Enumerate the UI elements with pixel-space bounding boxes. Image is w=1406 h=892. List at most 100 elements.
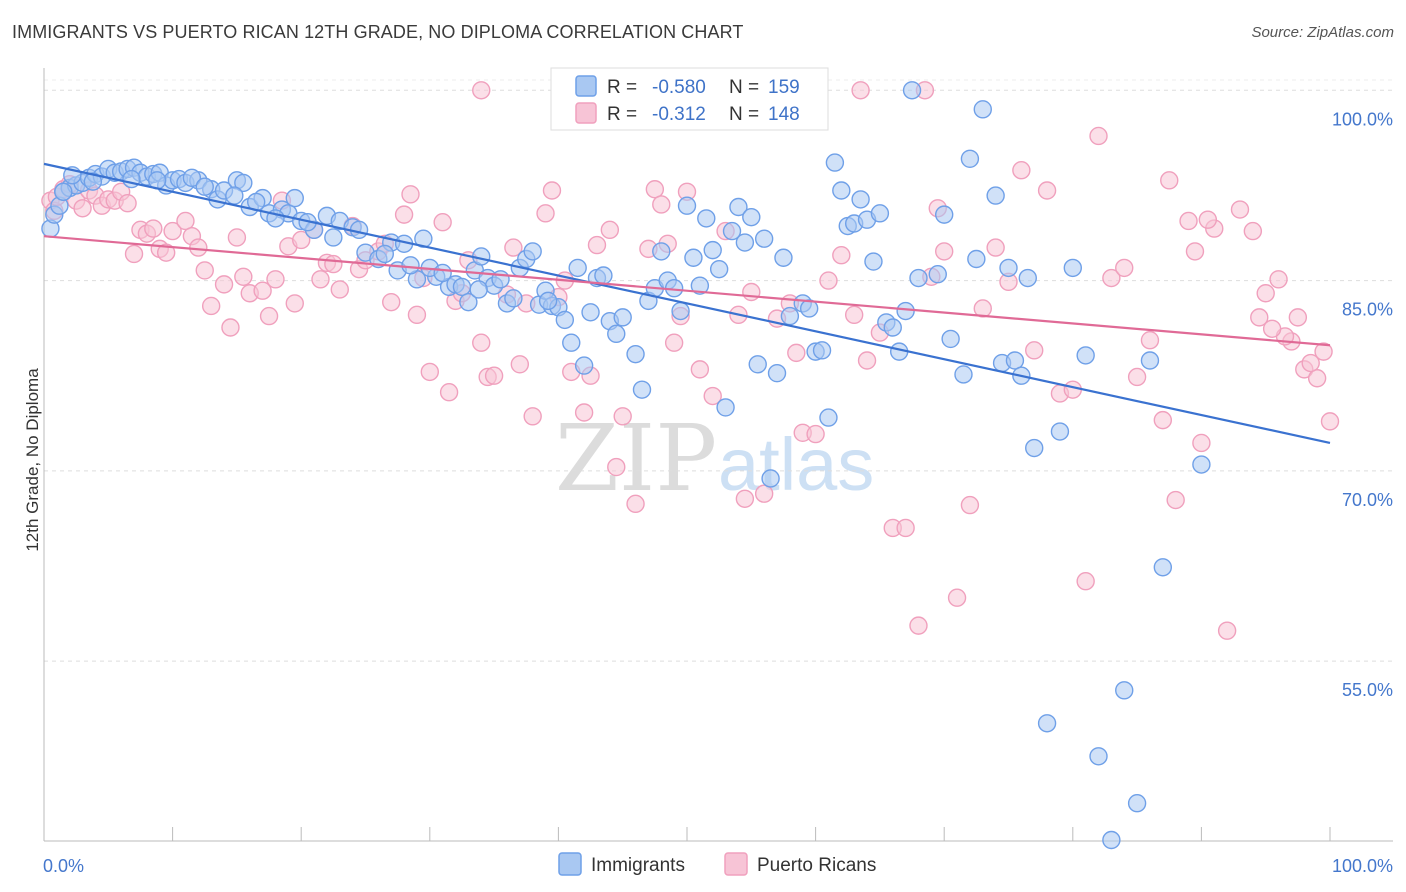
puerto-ricans-point-99 xyxy=(832,246,851,265)
puerto-ricans-point-27 xyxy=(221,318,240,337)
immigrants-point-67 xyxy=(562,333,581,352)
puerto-ricans-point-122 xyxy=(1115,258,1134,278)
puerto-ricans-point-80 xyxy=(645,180,665,199)
immigrants-points xyxy=(41,81,1211,850)
puerto-ricans-trend-line xyxy=(43,235,1331,347)
immigrants-point-162 xyxy=(538,291,558,311)
puerto-ricans-point-101 xyxy=(857,351,877,370)
immigrants-point-125 xyxy=(973,100,992,119)
immigrants-point-99 xyxy=(780,306,800,326)
puerto-ricans-point-37 xyxy=(292,230,311,250)
immigrants-point-114 xyxy=(883,318,902,337)
immigrants-point-106 xyxy=(832,181,851,200)
immigrants-point-104 xyxy=(819,408,838,427)
puerto-ricans-point-109 xyxy=(947,588,967,607)
puerto-ricans-point-64 xyxy=(510,355,530,374)
puerto-ricans-point-66 xyxy=(523,407,542,426)
puerto-ricans-point-68 xyxy=(542,181,562,200)
puerto-ricans-point-20 xyxy=(163,221,182,241)
puerto-ricans-point-144 xyxy=(1288,308,1308,327)
puerto-ricans-point-149 xyxy=(851,81,870,100)
immigrants-point-117 xyxy=(902,81,922,100)
puerto-ricans-point-91 xyxy=(742,282,761,302)
puerto-ricans-point-54 xyxy=(433,213,452,232)
puerto-ricans-point-25 xyxy=(201,296,221,316)
puerto-ricans-point-32 xyxy=(259,306,279,326)
puerto-ricans-point-86 xyxy=(690,360,710,379)
puerto-ricans-point-135 xyxy=(1269,270,1288,289)
legend-r-label-immigrants: R = xyxy=(607,77,637,98)
immigrants-point-132 xyxy=(1025,438,1044,458)
immigrants-point-66 xyxy=(555,310,575,330)
immigrants-point-103 xyxy=(812,341,832,360)
puerto-ricans-point-19 xyxy=(156,243,176,262)
puerto-ricans-point-39 xyxy=(311,270,330,289)
immigrants-point-76 xyxy=(632,380,652,399)
immigrants-point-79 xyxy=(652,242,671,261)
puerto-ricans-point-14 xyxy=(124,244,144,264)
puerto-ricans-point-141 xyxy=(1198,210,1218,229)
puerto-ricans-point-146 xyxy=(1262,319,1282,338)
immigrants-point-129 xyxy=(1005,351,1025,370)
immigrants-point-51 xyxy=(452,277,472,297)
puerto-ricans-point-72 xyxy=(574,403,594,422)
immigrants-point-93 xyxy=(742,207,761,227)
puerto-ricans-point-78 xyxy=(626,494,645,514)
puerto-ricans-point-33 xyxy=(266,270,285,289)
immigrants-point-90 xyxy=(722,221,742,241)
puerto-ricans-point-63 xyxy=(504,238,523,257)
x-tick-label-min: 0.0% xyxy=(43,856,84,876)
immigrants-point-140 xyxy=(1127,794,1147,813)
immigrants-point-61 xyxy=(523,242,542,261)
legend-n-label-immigrants: N = xyxy=(729,77,759,98)
bottom-legend-label-puerto-ricans: Puerto Ricans xyxy=(757,855,876,876)
immigrants-point-160 xyxy=(469,280,488,299)
immigrants-point-131 xyxy=(1018,268,1037,288)
puerto-ricans-point-110 xyxy=(960,495,980,515)
puerto-ricans-point-108 xyxy=(935,242,954,261)
puerto-ricans-point-111 xyxy=(973,299,992,318)
y-tick-label-1: 70.0% xyxy=(1342,490,1393,510)
immigrants-point-139 xyxy=(1115,681,1134,700)
immigrants-point-156 xyxy=(375,244,394,264)
puerto-ricans-point-53 xyxy=(420,362,439,382)
puerto-ricans-point-115 xyxy=(1025,341,1044,360)
immigrants-point-82 xyxy=(671,301,690,321)
puerto-ricans-point-61 xyxy=(484,366,504,385)
puerto-ricans-point-128 xyxy=(1185,242,1205,261)
puerto-ricans-point-21 xyxy=(176,211,195,231)
y-tick-label-0: 55.0% xyxy=(1342,680,1393,700)
immigrants-point-34 xyxy=(285,188,304,208)
puerto-ricans-point-17 xyxy=(144,219,163,238)
immigrants-point-97 xyxy=(767,363,787,383)
puerto-ricans-point-118 xyxy=(1063,380,1083,399)
immigrants-point-112 xyxy=(870,204,890,223)
immigrants-point-163 xyxy=(581,303,600,322)
puerto-ricans-point-119 xyxy=(1076,572,1095,591)
immigrants-point-126 xyxy=(986,186,1005,205)
puerto-ricans-point-133 xyxy=(1243,221,1263,241)
puerto-ricans-point-104 xyxy=(896,518,915,538)
puerto-ricans-point-92 xyxy=(754,484,774,503)
puerto-ricans-point-125 xyxy=(1153,410,1173,430)
puerto-ricans-point-98 xyxy=(819,271,838,290)
puerto-ricans-point-87 xyxy=(703,386,722,406)
puerto-ricans-point-13 xyxy=(118,193,137,213)
immigrants-point-69 xyxy=(574,356,594,375)
immigrants-point-150 xyxy=(195,177,214,196)
immigrants-point-144 xyxy=(54,182,73,201)
puerto-ricans-point-138 xyxy=(1307,369,1327,388)
puerto-ricans-point-31 xyxy=(253,281,272,300)
puerto-ricans-points xyxy=(41,81,1340,640)
puerto-ricans-point-49 xyxy=(394,205,414,224)
immigrants-point-120 xyxy=(935,205,954,224)
immigrants-point-155 xyxy=(324,228,343,247)
immigrants-point-135 xyxy=(1063,258,1083,278)
immigrants-point-136 xyxy=(1076,346,1095,365)
immigrants-point-87 xyxy=(703,240,722,260)
legend-n-value-puerto-ricans: 148 xyxy=(768,104,800,125)
immigrants-point-75 xyxy=(626,344,645,364)
immigrants-point-121 xyxy=(941,329,960,349)
immigrants-point-138 xyxy=(1102,830,1121,850)
puerto-ricans-point-42 xyxy=(330,280,349,299)
